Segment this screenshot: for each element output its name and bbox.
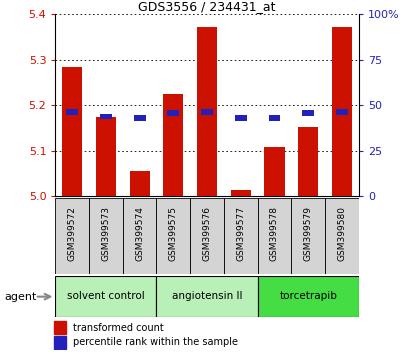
Text: GSM399572: GSM399572 xyxy=(67,206,76,261)
Text: GSM399579: GSM399579 xyxy=(303,206,312,261)
Bar xyxy=(66,109,78,115)
Text: solvent control: solvent control xyxy=(67,291,144,302)
Bar xyxy=(54,321,66,334)
Bar xyxy=(201,109,212,115)
Bar xyxy=(190,198,223,274)
Bar xyxy=(55,276,156,317)
Text: agent: agent xyxy=(4,292,36,302)
Bar xyxy=(291,198,324,274)
Bar xyxy=(268,115,280,121)
Text: GSM399578: GSM399578 xyxy=(269,206,278,261)
Bar xyxy=(62,67,82,196)
Bar xyxy=(89,198,122,274)
Text: transformed count: transformed count xyxy=(72,322,163,332)
Bar xyxy=(257,276,358,317)
Text: GSM399575: GSM399575 xyxy=(169,206,178,261)
Bar xyxy=(297,127,317,196)
Bar xyxy=(331,27,351,196)
Bar xyxy=(163,94,183,196)
Bar xyxy=(122,198,156,274)
Bar xyxy=(335,109,347,115)
Bar xyxy=(230,190,250,196)
Bar xyxy=(54,336,66,349)
Text: angiotensin II: angiotensin II xyxy=(171,291,242,302)
Bar xyxy=(223,198,257,274)
Bar xyxy=(156,198,190,274)
Bar xyxy=(264,147,284,196)
Text: GSM399573: GSM399573 xyxy=(101,206,110,261)
Text: GSM399576: GSM399576 xyxy=(202,206,211,261)
Text: torcetrapib: torcetrapib xyxy=(279,291,336,302)
Text: percentile rank within the sample: percentile rank within the sample xyxy=(72,337,237,348)
Text: GSM399580: GSM399580 xyxy=(337,206,346,261)
Text: GSM399574: GSM399574 xyxy=(135,206,144,261)
Bar xyxy=(324,198,358,274)
Text: GSM399577: GSM399577 xyxy=(236,206,245,261)
Bar xyxy=(96,117,116,196)
Bar xyxy=(129,171,149,196)
Bar xyxy=(156,276,257,317)
Bar xyxy=(133,115,145,121)
Bar xyxy=(55,198,89,274)
Bar xyxy=(196,27,217,196)
Bar xyxy=(301,110,313,116)
Bar xyxy=(257,198,291,274)
Bar xyxy=(234,115,246,121)
Bar xyxy=(167,110,179,116)
Bar xyxy=(100,114,112,119)
Title: GDS3556 / 234431_at: GDS3556 / 234431_at xyxy=(138,0,275,13)
